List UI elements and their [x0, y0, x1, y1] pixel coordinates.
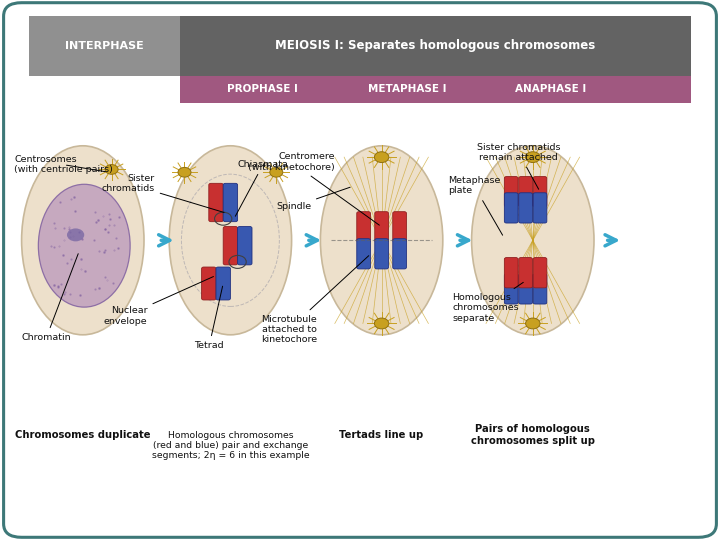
FancyBboxPatch shape: [180, 76, 691, 103]
Circle shape: [270, 167, 283, 177]
FancyBboxPatch shape: [534, 193, 547, 223]
Text: Homologous
chromosomes
separate: Homologous chromosomes separate: [452, 282, 523, 323]
FancyBboxPatch shape: [534, 274, 547, 304]
FancyBboxPatch shape: [534, 177, 547, 207]
Text: Tetrad: Tetrad: [194, 286, 224, 350]
FancyBboxPatch shape: [223, 226, 238, 265]
Text: Homologous chromosomes
(red and blue) pair and exchange
segments; 2η = 6 in this: Homologous chromosomes (red and blue) pa…: [152, 430, 309, 461]
FancyBboxPatch shape: [29, 16, 180, 76]
FancyBboxPatch shape: [238, 226, 252, 265]
Ellipse shape: [472, 146, 594, 335]
Text: PROPHASE I: PROPHASE I: [228, 84, 298, 94]
Text: ANAPHASE I: ANAPHASE I: [516, 84, 586, 94]
FancyBboxPatch shape: [202, 267, 216, 300]
Text: Spindle: Spindle: [276, 187, 350, 211]
FancyBboxPatch shape: [518, 258, 533, 288]
Text: Chromosomes duplicate: Chromosomes duplicate: [15, 430, 150, 440]
FancyBboxPatch shape: [4, 3, 716, 537]
Circle shape: [526, 152, 540, 163]
FancyBboxPatch shape: [504, 177, 518, 207]
Text: Nuclear
envelope: Nuclear envelope: [104, 276, 213, 326]
Circle shape: [178, 167, 191, 177]
Text: INTERPHASE: INTERPHASE: [65, 41, 144, 51]
FancyBboxPatch shape: [180, 16, 691, 76]
Ellipse shape: [38, 184, 130, 307]
Text: Sister chromatids
remain attached: Sister chromatids remain attached: [477, 143, 560, 189]
Ellipse shape: [169, 146, 292, 335]
FancyBboxPatch shape: [216, 267, 230, 300]
Text: METAPHASE I: METAPHASE I: [367, 84, 446, 94]
FancyBboxPatch shape: [504, 274, 518, 304]
Circle shape: [374, 152, 389, 163]
FancyBboxPatch shape: [504, 258, 518, 288]
FancyBboxPatch shape: [375, 212, 389, 242]
Text: Microtubule
attached to
kinetochore: Microtubule attached to kinetochore: [261, 255, 369, 345]
FancyBboxPatch shape: [534, 258, 547, 288]
Text: Metaphase
plate: Metaphase plate: [448, 176, 503, 235]
FancyBboxPatch shape: [518, 193, 533, 223]
Text: Pairs of homologous
chromosomes split up: Pairs of homologous chromosomes split up: [471, 424, 595, 446]
Text: Chromatin: Chromatin: [22, 254, 78, 342]
FancyBboxPatch shape: [518, 177, 533, 207]
FancyBboxPatch shape: [357, 212, 370, 242]
FancyBboxPatch shape: [357, 239, 370, 269]
FancyBboxPatch shape: [393, 239, 407, 269]
Text: MEIOSIS I: Separates homologous chromosomes: MEIOSIS I: Separates homologous chromoso…: [276, 39, 595, 52]
Text: Sister
chromatids: Sister chromatids: [102, 174, 224, 213]
Circle shape: [526, 318, 540, 329]
FancyBboxPatch shape: [209, 183, 223, 221]
FancyBboxPatch shape: [393, 212, 407, 242]
FancyBboxPatch shape: [504, 193, 518, 223]
Text: Centrosomes
(with centriole pairs): Centrosomes (with centriole pairs): [14, 155, 113, 174]
FancyBboxPatch shape: [375, 239, 389, 269]
Text: Chiasmata: Chiasmata: [235, 160, 289, 216]
Text: Centromere
(with kinetochore): Centromere (with kinetochore): [248, 152, 379, 225]
FancyBboxPatch shape: [223, 183, 238, 221]
FancyBboxPatch shape: [518, 274, 533, 304]
Text: Tertads line up: Tertads line up: [339, 430, 424, 440]
Ellipse shape: [22, 146, 144, 335]
Circle shape: [105, 165, 118, 174]
Circle shape: [374, 318, 389, 329]
Circle shape: [67, 228, 84, 241]
Ellipse shape: [320, 146, 443, 335]
